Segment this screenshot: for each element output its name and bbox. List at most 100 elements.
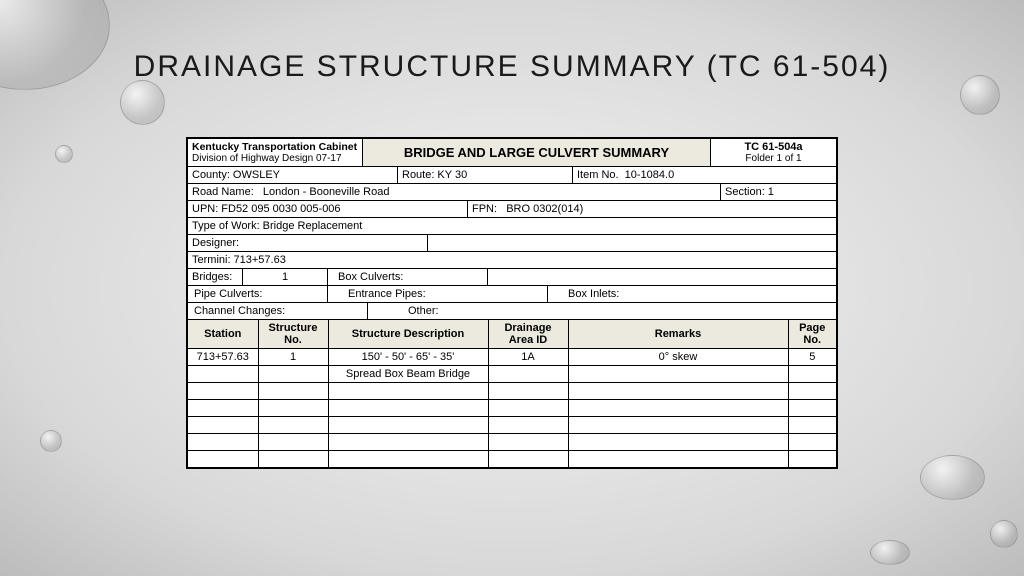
table-cell (328, 451, 488, 468)
table-cell (788, 383, 836, 400)
road-cell: Road Name: London - Booneville Road (188, 184, 721, 200)
form-code-cell: TC 61-504a Folder 1 of 1 (711, 139, 836, 166)
table-cell (188, 383, 258, 400)
pipeculv-label: Pipe Culverts: (194, 288, 262, 300)
work-label: Type of Work: (192, 220, 260, 232)
upn-value: FD52 095 0030 005-006 (221, 203, 340, 215)
table-cell (568, 383, 788, 400)
county-value: OWSLEY (233, 169, 280, 181)
org-line1: Kentucky Transportation Cabinet (192, 141, 357, 153)
table-header-row: Station Structure No. Structure Descript… (188, 320, 836, 349)
work-cell: Type of Work: Bridge Replacement (188, 218, 836, 234)
other-label: Other: (408, 305, 439, 317)
table-body: 713+57.631150' - 50' - 65' - 35'1A0° ske… (188, 349, 836, 468)
structure-table: Station Structure No. Structure Descript… (188, 320, 836, 467)
table-cell (258, 383, 328, 400)
table-row: Spread Box Beam Bridge (188, 366, 836, 383)
route-cell: Route: KY 30 (398, 167, 573, 183)
table-cell (568, 451, 788, 468)
other-cell: Other: (368, 303, 836, 319)
section-value: 1 (768, 186, 774, 198)
row-channel: Channel Changes: Other: (188, 303, 836, 320)
table-cell (568, 366, 788, 383)
row-work: Type of Work: Bridge Replacement (188, 218, 836, 235)
bridges-value: 1 (282, 271, 288, 283)
item-value: 10-1084.0 (625, 169, 675, 181)
table-cell (788, 400, 836, 417)
table-cell (488, 366, 568, 383)
page-title: DRAINAGE STRUCTURE SUMMARY (TC 61-504) (0, 0, 1024, 84)
table-cell (188, 400, 258, 417)
row-pipes: Pipe Culverts: Entrance Pipes: Box Inlet… (188, 286, 836, 303)
row-road: Road Name: London - Booneville Road Sect… (188, 184, 836, 201)
table-cell (258, 400, 328, 417)
bridges-label: Bridges: (192, 271, 232, 283)
folder-info: Folder 1 of 1 (745, 153, 801, 164)
table-cell (188, 366, 258, 383)
table-cell: 5 (788, 349, 836, 366)
row-designer: Designer: (188, 235, 836, 252)
table-cell: 150' - 50' - 65' - 35' (328, 349, 488, 366)
fpn-label: FPN: (472, 203, 497, 215)
form-container: Kentucky Transportation Cabinet Division… (186, 137, 838, 469)
fpn-cell: FPN: BRO 0302(014) (468, 201, 836, 217)
section-cell: Section: 1 (721, 184, 836, 200)
table-row (188, 417, 836, 434)
row-upn: UPN: FD52 095 0030 005-006 FPN: BRO 0302… (188, 201, 836, 218)
table-cell (488, 417, 568, 434)
row-bridges: Bridges: 1 Box Culverts: (188, 269, 836, 286)
fpn-value: BRO 0302(014) (506, 203, 583, 215)
th-description: Structure Description (328, 320, 488, 349)
item-cell: Item No. 10-1084.0 (573, 167, 836, 183)
table-cell (568, 417, 788, 434)
table-cell (788, 434, 836, 451)
table-cell: 0° skew (568, 349, 788, 366)
table-cell: Spread Box Beam Bridge (328, 366, 488, 383)
table-cell (188, 417, 258, 434)
designer-label: Designer: (192, 237, 239, 249)
bridges-label-cell: Bridges: (188, 269, 243, 285)
boxculv-label: Box Culverts: (338, 271, 403, 283)
th-drainage-area: Drainage Area ID (488, 320, 568, 349)
entpipes-label: Entrance Pipes: (348, 288, 426, 300)
chanchg-cell: Channel Changes: (188, 303, 368, 319)
th-remarks: Remarks (568, 320, 788, 349)
table-row: 713+57.631150' - 50' - 65' - 35'1A0° ske… (188, 349, 836, 366)
termini-value: 713+57.63 (234, 254, 286, 266)
designer-blank (428, 235, 836, 251)
water-drop-icon (920, 455, 985, 500)
table-cell (568, 434, 788, 451)
table-row (188, 434, 836, 451)
table-cell (328, 383, 488, 400)
bridges-value-cell: 1 (243, 269, 328, 285)
upn-label: UPN: (192, 203, 218, 215)
org-cell: Kentucky Transportation Cabinet Division… (188, 139, 363, 166)
water-drop-icon (40, 430, 62, 452)
road-label: Road Name: (192, 186, 254, 198)
boxinlets-label: Box Inlets: (568, 288, 619, 300)
table-cell (188, 451, 258, 468)
termini-cell: Termini: 713+57.63 (188, 252, 836, 268)
bridges-blank (488, 269, 836, 285)
table-cell (788, 451, 836, 468)
termini-label: Termini: (192, 254, 231, 266)
table-cell: 713+57.63 (188, 349, 258, 366)
table-cell (258, 366, 328, 383)
county-label: County: (192, 169, 230, 181)
org-line2: Division of Highway Design 07-17 (192, 153, 342, 164)
entpipes-cell: Entrance Pipes: (328, 286, 548, 302)
table-cell (488, 451, 568, 468)
water-drop-icon (870, 540, 910, 565)
th-page-no: Page No. (788, 320, 836, 349)
designer-cell: Designer: (188, 235, 428, 251)
table-cell (488, 383, 568, 400)
table-cell (568, 400, 788, 417)
route-value: KY 30 (437, 169, 467, 181)
form-header-row: Kentucky Transportation Cabinet Division… (188, 139, 836, 167)
water-drop-icon (120, 80, 165, 125)
form-code: TC 61-504a (744, 141, 802, 153)
table-cell (488, 434, 568, 451)
th-structure-no: Structure No. (258, 320, 328, 349)
table-cell (258, 451, 328, 468)
section-label: Section: (725, 186, 765, 198)
